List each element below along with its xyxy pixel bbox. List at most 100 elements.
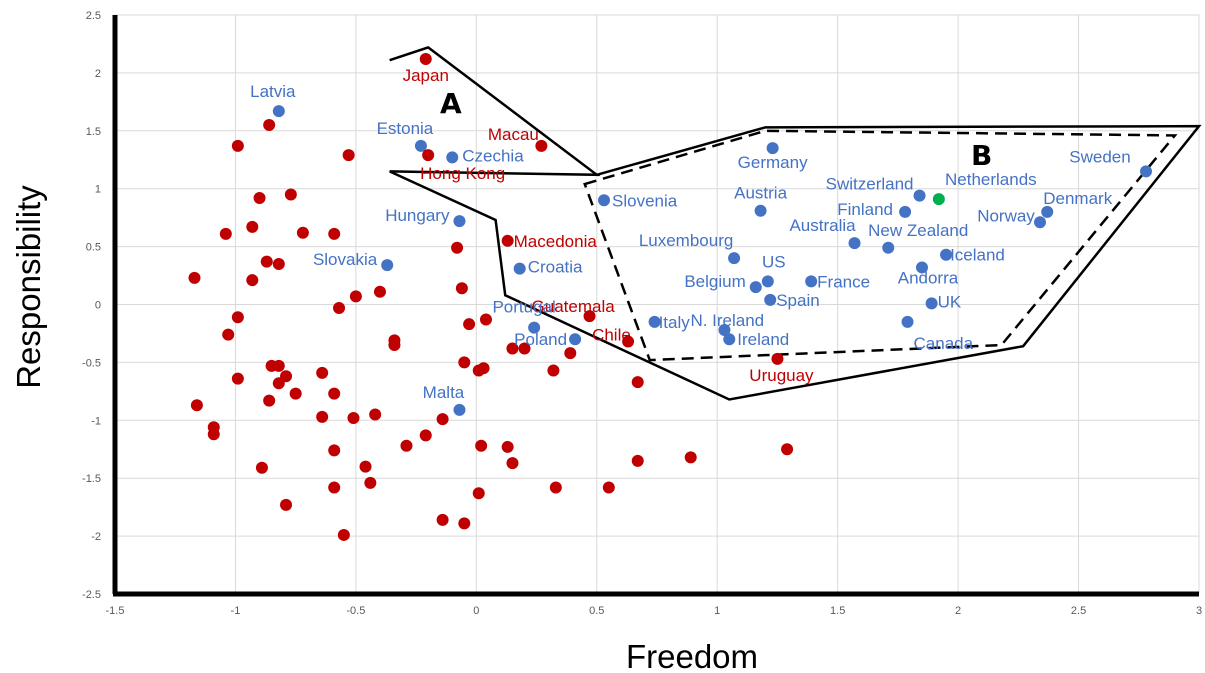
point-label: UK	[938, 292, 962, 311]
data-point	[359, 460, 372, 473]
data-point	[364, 476, 377, 489]
y-tick-label: 2.5	[86, 10, 101, 22]
data-point	[458, 517, 471, 530]
data-point	[231, 372, 244, 385]
data-point-spain	[764, 293, 777, 306]
point-label: Austria	[734, 184, 787, 203]
point-label: Andorra	[898, 268, 959, 287]
data-point-canada	[901, 315, 914, 328]
data-point	[328, 227, 341, 240]
data-point	[684, 451, 697, 464]
data-point	[463, 318, 476, 331]
data-point	[436, 513, 449, 526]
data-point-hungary	[453, 215, 466, 228]
data-point	[272, 257, 285, 270]
data-point	[284, 188, 297, 201]
point-label: Malta	[423, 383, 465, 402]
data-point-n-ireland	[718, 323, 731, 336]
point-label: Macedonia	[514, 232, 598, 251]
point-label: France	[817, 272, 870, 291]
data-point-latvia	[272, 105, 285, 118]
x-tick-label: 3	[1196, 605, 1202, 617]
axes	[112, 15, 1199, 597]
data-point-portugal	[528, 321, 541, 334]
data-point-austria	[754, 204, 767, 217]
data-point	[455, 282, 468, 295]
y-tick-labels: 2.5 2 1.5 1 0.5 0 -0.5 -1 -1.5 -2 -2.5	[82, 10, 101, 601]
region-label-b: B	[971, 139, 992, 172]
data-point	[451, 241, 464, 254]
point-label: Norway	[977, 206, 1035, 225]
data-point-finland	[899, 205, 912, 218]
data-point	[564, 347, 577, 360]
data-point	[289, 387, 302, 400]
data-point	[458, 356, 471, 369]
point-label: Slovenia	[612, 191, 678, 210]
data-point	[388, 339, 401, 352]
point-label: New Zealand	[868, 221, 968, 240]
data-point	[296, 226, 309, 239]
data-point	[781, 443, 794, 456]
data-point	[477, 362, 490, 375]
region-a-outline	[389, 46, 601, 177]
data-point	[347, 411, 360, 424]
point-label: Spain	[776, 291, 819, 310]
point-label: Guatemala	[532, 297, 616, 316]
point-label: Finland	[837, 200, 893, 219]
y-tick-label: -0.5	[82, 357, 101, 369]
data-point-hong-kong	[422, 149, 435, 162]
data-point	[518, 342, 531, 355]
point-label: Croatia	[528, 258, 583, 277]
data-point	[479, 313, 492, 326]
point-label: Poland	[514, 330, 567, 349]
data-point	[263, 394, 276, 407]
point-label: Luxembourg	[639, 231, 734, 250]
data-point	[475, 439, 488, 452]
data-point	[231, 139, 244, 152]
data-point	[436, 413, 449, 426]
data-point	[333, 301, 346, 314]
data-point-czechia	[446, 151, 459, 164]
data-point	[219, 227, 232, 240]
data-point-sweden	[1140, 165, 1153, 178]
data-point-macedonia	[501, 234, 514, 247]
data-point-ireland	[723, 333, 736, 346]
data-point-slovakia	[381, 259, 394, 272]
point-label: Australia	[789, 216, 856, 235]
y-tick-label: 1.5	[86, 126, 101, 138]
point-label: Chile	[592, 326, 631, 345]
y-tick-label: -1	[91, 415, 101, 427]
point-label: Japan	[403, 66, 449, 85]
y-tick-label: -2	[91, 531, 101, 543]
data-point-switzerland	[913, 189, 926, 202]
data-point-malta	[453, 403, 466, 416]
x-axis-title: Freedom	[626, 638, 758, 673]
data-point-new-zealand	[882, 241, 895, 254]
point-label: Portugal	[492, 298, 555, 317]
data-point-iceland	[940, 248, 953, 261]
data-point-estonia	[414, 139, 427, 152]
point-label: Uruguay	[749, 366, 814, 385]
point-label: Belgium	[684, 272, 745, 291]
data-point-belgium	[749, 281, 762, 294]
data-point-uk	[925, 297, 938, 310]
data-point	[549, 481, 562, 494]
region-a-lower-outline	[389, 124, 1202, 401]
point-label: Canada	[914, 334, 974, 353]
y-tick-label: 0	[95, 300, 101, 312]
data-point-italy	[648, 315, 661, 328]
data-point-andorra	[915, 261, 928, 274]
data-point	[369, 408, 382, 421]
y-axis-title: Responsibility	[10, 185, 47, 389]
gridlines	[114, 14, 1200, 595]
data-point-luxembourg	[728, 252, 741, 265]
data-point-netherlands	[932, 193, 945, 206]
data-point	[280, 498, 293, 511]
data-point	[400, 439, 413, 452]
data-point-chile	[622, 335, 635, 348]
data-point	[337, 528, 350, 541]
data-point	[188, 271, 201, 284]
data-point-germany	[766, 142, 779, 155]
